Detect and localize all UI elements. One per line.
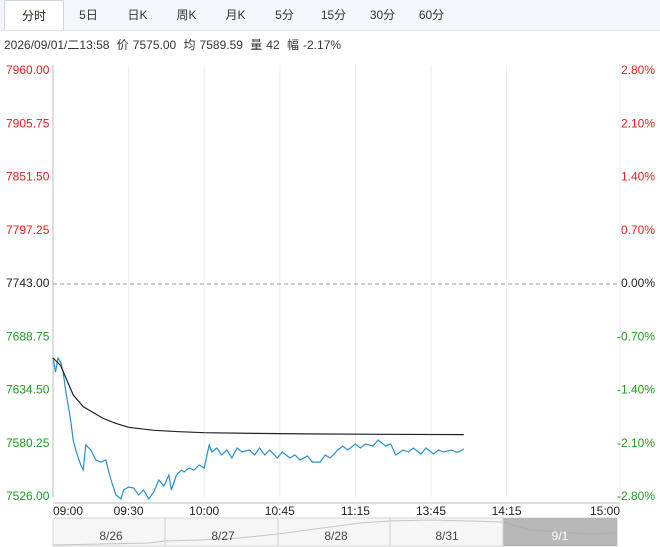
x-tick-label: 09:00 <box>53 504 83 518</box>
info-line: 2026/09/01/二13:58 价 7575.00 均 7589.59 量 42 … <box>4 36 345 53</box>
info-time: 2026/09/01/二13:58 <box>4 38 110 52</box>
tab[interactable]: 日K <box>127 8 148 22</box>
navigator-label: 8/31 <box>435 529 459 543</box>
y-tick-label: 7634.50 <box>6 383 50 397</box>
y-tick-label: 7688.75 <box>6 329 50 343</box>
info-value: 7575.00 <box>132 38 177 52</box>
y-tick-label: 7960.00 <box>6 63 50 77</box>
y-tick-label: 7851.50 <box>6 170 50 184</box>
y2-tick-label: 0.00% <box>621 276 655 290</box>
x-tick-label: 14:15 <box>492 504 522 518</box>
tab[interactable]: 30分 <box>369 8 396 22</box>
x-tick-label: 11:15 <box>341 504 370 518</box>
info-value: 7589.59 <box>199 38 243 52</box>
tab[interactable]: 分时 <box>4 0 64 30</box>
y2-tick-label: 2.80% <box>621 63 655 77</box>
info-label: 价 <box>116 38 129 52</box>
navigator-label: 8/28 <box>324 529 348 543</box>
x-tick-label: 15:00 <box>590 504 620 518</box>
y2-tick-label: 2.10% <box>621 116 655 130</box>
y2-tick-label: 0.70% <box>621 223 655 237</box>
navigator-label: 9/1 <box>552 529 569 543</box>
x-tick-label: 10:00 <box>189 504 219 518</box>
y2-tick-label: -2.80% <box>617 489 655 503</box>
y-tick-label: 7580.25 <box>6 436 50 450</box>
tab[interactable]: 周K <box>176 8 197 22</box>
y-tick-label: 7905.75 <box>6 116 50 130</box>
y-tick-label: 7526.00 <box>6 489 50 503</box>
y2-tick-label: -0.70% <box>617 329 655 343</box>
tab[interactable]: 15分 <box>320 8 347 22</box>
tab-bar: 分时 5日 日K 周K 月K 5分 15分 30分 60分 <box>0 0 660 31</box>
info-label: 量 <box>250 38 263 52</box>
navigator-dividers <box>164 518 504 546</box>
tab[interactable]: 60分 <box>418 8 445 22</box>
series-line <box>52 356 465 501</box>
info-value: -2.17% <box>303 38 342 52</box>
x-tick-label: 13:45 <box>416 504 446 518</box>
y-tick-label: 7797.25 <box>6 223 50 237</box>
y2-tick-label: -1.40% <box>617 383 655 397</box>
info-label: 均 <box>183 38 196 52</box>
tab[interactable]: 5日 <box>79 8 98 22</box>
y-tick-label: 7743.00 <box>6 276 50 290</box>
info-label: 幅 <box>287 38 300 52</box>
navigator-selection[interactable] <box>503 518 617 546</box>
tab[interactable]: 5分 <box>275 8 294 22</box>
x-tick-label: 09:30 <box>114 504 144 518</box>
x-tick-label: 10:45 <box>265 504 295 518</box>
y2-tick-label: -2.10% <box>617 436 655 450</box>
series-line <box>52 357 464 436</box>
info-value: 42 <box>266 38 280 52</box>
tab[interactable]: 月K <box>225 8 246 22</box>
navigator-label: 8/26 <box>99 529 123 543</box>
navigator-label: 8/27 <box>211 529 235 543</box>
y2-tick-label: 1.40% <box>621 170 655 184</box>
